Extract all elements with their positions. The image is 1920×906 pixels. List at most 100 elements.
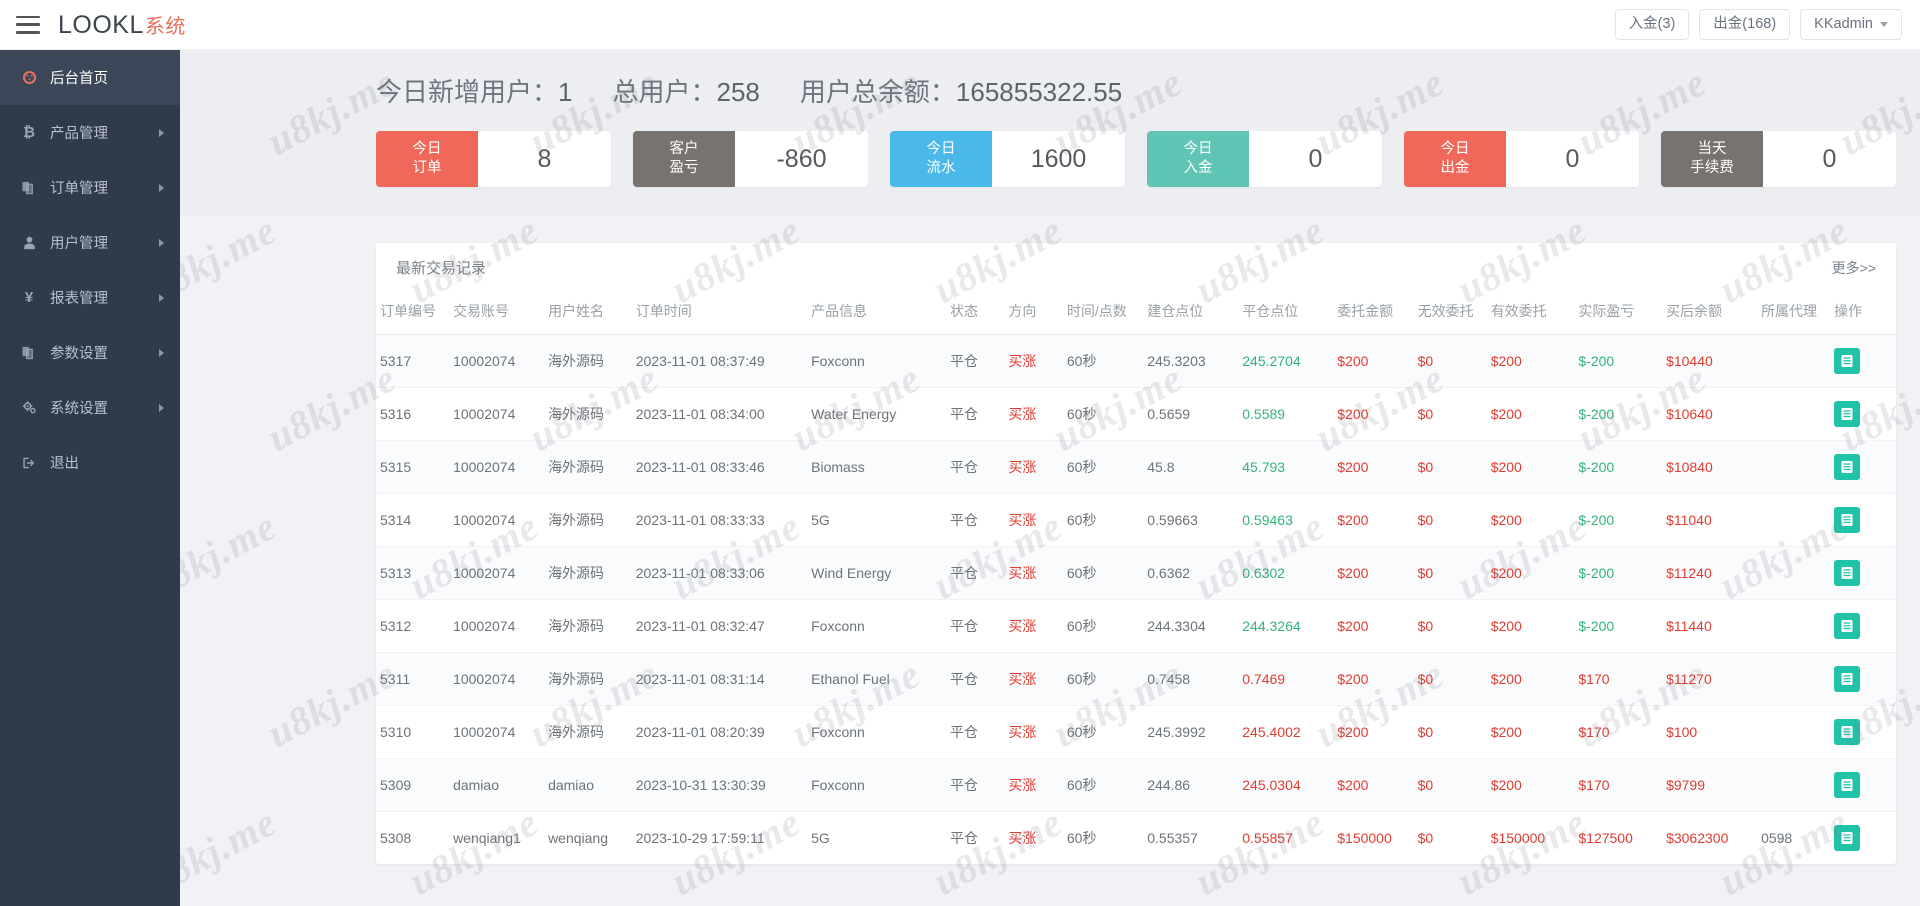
list-icon[interactable] (1834, 772, 1861, 798)
table-column-header: 产品信息 (807, 291, 946, 335)
cell-product-info: Ethanol Fuel (807, 652, 946, 706)
cell-actual-pnl: $170 (1574, 705, 1663, 759)
list-icon[interactable] (1834, 560, 1861, 586)
cell-valid-amount: $200 (1486, 546, 1575, 600)
cell-valid-amount: $200 (1486, 705, 1575, 759)
cell-open-price: 0.55357 (1147, 830, 1198, 846)
cell-balance-after: $11240 (1662, 546, 1758, 600)
cell-valid-amount: $200 (1486, 758, 1575, 812)
cell-close-price: 0.5589 (1238, 387, 1334, 441)
stat-card-tag-line2: 流水 (926, 160, 956, 176)
sidebar-item-0[interactable]: 后台首页 (0, 50, 180, 105)
cell-valid-amount: $200 (1486, 387, 1575, 441)
cell-close-price: 0.7469 (1238, 652, 1334, 706)
cell-status: 平仓 (945, 758, 1005, 812)
cell-order-id: 5312 (376, 599, 450, 653)
stat-card-tag: 今日 订单 (376, 131, 478, 187)
cell-direction: 买涨 (1004, 599, 1063, 653)
cell-product-info: Foxconn (807, 705, 946, 759)
sidebar-item-7[interactable]: 退出 (0, 435, 180, 490)
cell-balance-after: $10840 (1662, 440, 1758, 494)
sidebar-item-2[interactable]: 订单管理 (0, 160, 180, 215)
cell-product-info: Foxconn (807, 758, 946, 812)
cell-order-id: 5311 (376, 652, 450, 706)
cell-user-name: damiao (544, 758, 632, 812)
cell-status: 平仓 (945, 387, 1005, 441)
sidebar-item-5[interactable]: 参数设置 (0, 325, 180, 380)
cell-duration-points: 60秒 (1062, 387, 1144, 441)
deposit-button[interactable]: 入金(3) (1614, 9, 1690, 40)
stat-card-tag-line1: 今日 (1440, 141, 1470, 158)
sidebar-item-label: 报表管理 (50, 291, 108, 307)
cell-user-name: 海外源码 (544, 546, 632, 600)
stat-card-tag-line2: 手续费 (1690, 160, 1734, 176)
cell-direction: 买涨 (1004, 758, 1063, 812)
stat-card-row: 今日 订单 8 客户 盈亏 -860 今日 流水 1600 今日 入金 0 今日 出金 0 当天 手续费 0 (180, 109, 1920, 187)
cell-order-id: 5308 (380, 830, 412, 846)
cell-trade-account: 10002074 (449, 440, 545, 494)
cell-operation (1830, 812, 1896, 865)
cell-valid-amount: $150000 (1490, 830, 1546, 846)
cell-order-time: 2023-11-01 08:37:49 (631, 334, 808, 388)
cell-user-name: wenqiang (548, 830, 608, 846)
cell-actual-pnl: $-200 (1574, 440, 1663, 494)
stat-card-tag: 今日 流水 (890, 131, 992, 187)
stat-card-tag-line1: 客户 (669, 141, 699, 158)
chevron-right-icon (159, 348, 164, 357)
cell-order-amount: $200 (1333, 652, 1414, 706)
stat-card-tag: 今日 入金 (1147, 131, 1249, 187)
total-users-value: 258 (716, 77, 760, 107)
stat-card-value: -860 (735, 131, 868, 187)
list-icon[interactable] (1834, 454, 1861, 480)
cell-duration-points: 60秒 (1062, 599, 1144, 653)
cell-status: 平仓 (945, 440, 1005, 494)
sidebar-item-6[interactable]: 系统设置 (0, 380, 180, 435)
copy-icon (18, 180, 40, 195)
list-icon[interactable] (1834, 719, 1861, 745)
total-balance-value: 165855322.55 (955, 77, 1123, 107)
list-icon[interactable] (1834, 401, 1861, 427)
cell-invalid-amount: $0 (1417, 830, 1434, 846)
cell-direction: 买涨 (1004, 493, 1063, 547)
total-balance-label: 用户总余额： (799, 77, 956, 107)
cell-invalid-amount: $0 (1413, 493, 1487, 547)
cell-agent (1757, 493, 1831, 547)
table-row: 5314 10002074 海外源码 2023-11-01 08:33:33 5G 平仓买… (376, 493, 1896, 547)
user-menu-button[interactable]: KKadmin (1800, 9, 1902, 40)
cell-agent (1757, 440, 1831, 494)
cell-valid-amount: $200 (1486, 493, 1575, 547)
dashboard-icon (18, 70, 40, 85)
cell-product-info: Foxconn (807, 334, 946, 388)
withdraw-button[interactable]: 出金(168) (1699, 9, 1791, 40)
more-link[interactable]: 更多>> (1831, 259, 1876, 276)
cell-invalid-amount: $0 (1413, 599, 1487, 653)
table-column-header: 订单时间 (631, 291, 808, 335)
table-row: 5312 10002074 海外源码 2023-11-01 08:32:47 Foxco… (376, 599, 1896, 653)
list-icon[interactable] (1834, 666, 1861, 692)
list-icon[interactable] (1834, 348, 1861, 374)
list-icon[interactable] (1834, 825, 1861, 851)
hamburger-icon[interactable] (16, 15, 40, 34)
cell-order-time: 2023-10-29 17:59:11 (635, 830, 765, 846)
sidebar-item-label: 产品管理 (50, 126, 108, 142)
cell-direction: 买涨 (1004, 440, 1063, 494)
sidebar-item-1[interactable]: ₿ 产品管理 (0, 105, 180, 160)
table-column-header: 实际盈亏 (1574, 291, 1663, 335)
sidebar-item-4[interactable]: ¥ 报表管理 (0, 270, 180, 325)
cell-close-price: 0.6302 (1238, 546, 1334, 600)
sidebar-item-3[interactable]: 用户管理 (0, 215, 180, 270)
cell-user-name: 海外源码 (544, 493, 632, 547)
cell-order-id: 5313 (376, 546, 450, 600)
cell-order-id: 5310 (376, 705, 450, 759)
sidebar-item-label: 退出 (50, 456, 79, 472)
cell-duration-points: 60秒 (1062, 758, 1144, 812)
cell-balance-after: $10440 (1662, 334, 1758, 388)
list-icon[interactable] (1834, 613, 1861, 639)
list-icon[interactable] (1834, 507, 1861, 533)
table-column-header: 所属代理 (1757, 291, 1831, 335)
cell-open-price: 0.6362 (1143, 546, 1239, 600)
cell-product-info: Biomass (807, 440, 946, 494)
new-users-stat: 今日新增用户：1 (376, 72, 572, 109)
cell-operation (1830, 546, 1896, 600)
stat-card-value: 0 (1763, 131, 1896, 187)
